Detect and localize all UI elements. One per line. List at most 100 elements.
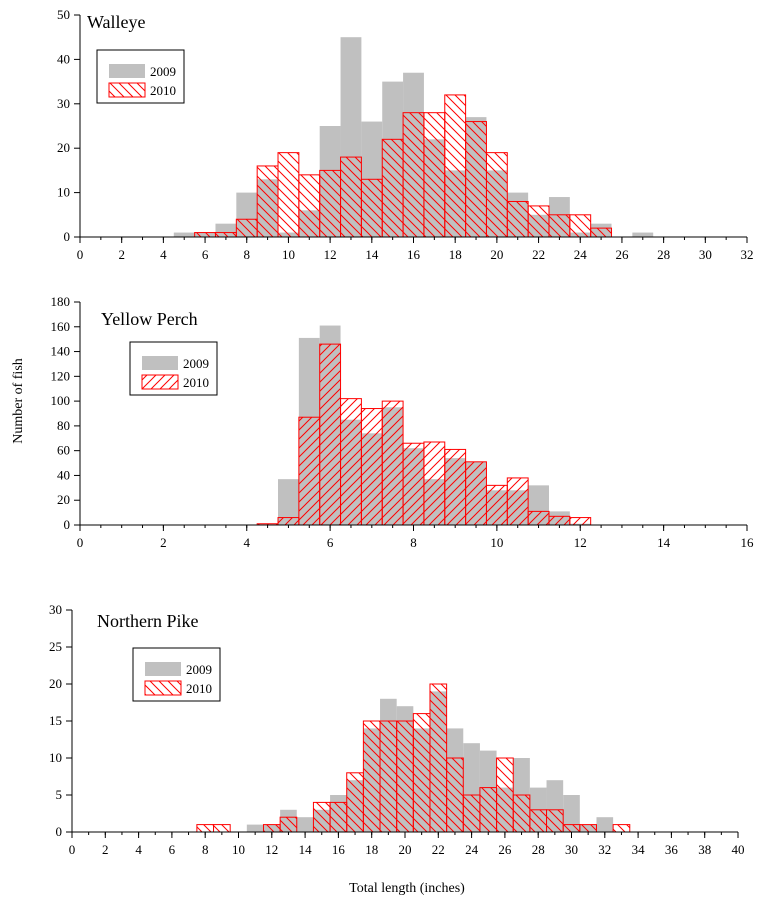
y-tick-label: 30 bbox=[49, 602, 62, 617]
bar-2010-fill bbox=[528, 511, 549, 525]
legend-swatch-2009 bbox=[109, 64, 145, 78]
bar-2010-fill bbox=[340, 157, 362, 237]
bar-2010-fill bbox=[278, 152, 299, 237]
bar-2010-fill bbox=[382, 401, 404, 525]
legend-swatch-2009 bbox=[142, 356, 178, 370]
bar-2010-fill bbox=[423, 112, 445, 237]
x-tick-label: 6 bbox=[202, 247, 209, 262]
bar-2010-fill bbox=[465, 461, 487, 525]
bar-2009 bbox=[278, 479, 299, 525]
bar-2010-fill bbox=[548, 516, 570, 525]
y-tick-label: 25 bbox=[49, 639, 62, 654]
x-tick-label: 12 bbox=[324, 247, 337, 262]
bar-2010-fill bbox=[280, 817, 297, 832]
x-tick-label: 30 bbox=[565, 842, 578, 857]
bar-2010-fill bbox=[446, 758, 464, 832]
bar-2010-fill bbox=[361, 408, 383, 525]
legend-label-2010: 2010 bbox=[183, 375, 209, 390]
bar-2010-fill bbox=[528, 205, 549, 237]
x-tick-label: 28 bbox=[532, 842, 545, 857]
y-tick-label: 10 bbox=[49, 750, 62, 765]
y-tick-label: 80 bbox=[57, 418, 70, 433]
x-tick-label: 10 bbox=[490, 535, 503, 550]
bar-2010-fill bbox=[465, 121, 487, 237]
panel-title: Walleye bbox=[87, 12, 146, 32]
bar-2010-fill bbox=[423, 441, 445, 525]
bar-2010-fill bbox=[257, 523, 279, 525]
bar-2010-fill bbox=[298, 174, 320, 237]
bar-2010-fill bbox=[361, 179, 383, 237]
x-tick-label: 8 bbox=[244, 247, 251, 262]
bar-2010-fill bbox=[278, 517, 299, 525]
bar-2010-fill bbox=[330, 802, 347, 832]
x-tick-label: 2 bbox=[160, 535, 167, 550]
y-tick-label: 180 bbox=[51, 294, 71, 309]
y-tick-label: 120 bbox=[51, 368, 71, 383]
x-tick-label: 2 bbox=[118, 247, 125, 262]
bar-2010-fill bbox=[396, 721, 414, 832]
y-tick-label: 0 bbox=[56, 824, 63, 839]
y-tick-label: 140 bbox=[51, 344, 71, 359]
x-tick-label: 2 bbox=[102, 842, 109, 857]
legend-swatch-2010 bbox=[144, 680, 182, 696]
x-tick-label: 4 bbox=[160, 247, 167, 262]
y-tick-label: 40 bbox=[57, 51, 70, 66]
x-tick-label: 0 bbox=[77, 535, 84, 550]
x-tick-label: 18 bbox=[365, 842, 378, 857]
y-tick-label: 160 bbox=[51, 319, 71, 334]
x-tick-label: 20 bbox=[399, 842, 412, 857]
x-tick-label: 32 bbox=[741, 247, 754, 262]
y-tick-label: 100 bbox=[51, 393, 71, 408]
x-tick-label: 30 bbox=[699, 247, 712, 262]
y-axis-title: Number of fish bbox=[11, 358, 26, 444]
bar-2010-fill bbox=[194, 232, 216, 237]
x-tick-label: 26 bbox=[498, 842, 512, 857]
bar-2010-fill bbox=[496, 758, 514, 832]
x-axis-title: Total length (inches) bbox=[349, 881, 465, 896]
x-tick-label: 6 bbox=[327, 535, 334, 550]
bar-2010-fill bbox=[529, 809, 547, 832]
bar-2010-fill bbox=[507, 201, 529, 237]
y-tick-label: 20 bbox=[57, 140, 70, 155]
legend-label-2009: 2009 bbox=[186, 662, 212, 677]
x-tick-label: 24 bbox=[465, 842, 479, 857]
bar-2010-fill bbox=[569, 214, 591, 237]
x-tick-label: 8 bbox=[202, 842, 209, 857]
bar-2010-fill bbox=[444, 94, 466, 237]
x-tick-label: 22 bbox=[432, 842, 445, 857]
legend-label-2010: 2010 bbox=[186, 681, 212, 696]
chart-panel-2: 0 2 4 6 8 10 12 14 16020406080100120140160180Yel… bbox=[51, 294, 755, 550]
bar-2009 bbox=[596, 817, 614, 832]
bar-2010-fill bbox=[429, 684, 447, 832]
bar-2010-fill bbox=[363, 721, 381, 832]
bar-2010-fill bbox=[263, 824, 281, 832]
x-tick-label: 0 bbox=[77, 247, 84, 262]
panel-title: Yellow Perch bbox=[101, 309, 198, 329]
bar-2010-fill bbox=[507, 477, 529, 525]
bar-2010-fill bbox=[413, 713, 430, 832]
y-tick-label: 20 bbox=[57, 492, 70, 507]
bar-2010-fill bbox=[403, 112, 424, 237]
bar-2010-fill bbox=[215, 232, 237, 237]
chart-panel-1: 0 2 4 6 8 10 12 14 16 18 20 22 24 26 28 30 3201020304050… bbox=[57, 7, 754, 262]
bar-2010-fill bbox=[486, 152, 508, 237]
x-tick-label: 12 bbox=[265, 842, 278, 857]
bar-2010-fill bbox=[319, 170, 341, 237]
x-tick-label: 40 bbox=[732, 842, 745, 857]
x-tick-label: 16 bbox=[332, 842, 346, 857]
x-tick-label: 22 bbox=[532, 247, 545, 262]
x-tick-label: 4 bbox=[244, 535, 251, 550]
bar-2009 bbox=[173, 232, 195, 237]
x-tick-label: 14 bbox=[299, 842, 313, 857]
x-tick-label: 14 bbox=[657, 535, 671, 550]
bar-2010-fill bbox=[236, 219, 258, 237]
bar-2009 bbox=[246, 824, 264, 832]
bar-2010-fill bbox=[613, 824, 630, 832]
x-tick-label: 36 bbox=[665, 842, 679, 857]
y-tick-label: 0 bbox=[64, 517, 71, 532]
bar-2010-fill bbox=[319, 344, 341, 525]
legend-swatch-2010 bbox=[141, 374, 179, 390]
bar-2010-fill bbox=[590, 228, 612, 237]
x-tick-label: 12 bbox=[574, 535, 587, 550]
